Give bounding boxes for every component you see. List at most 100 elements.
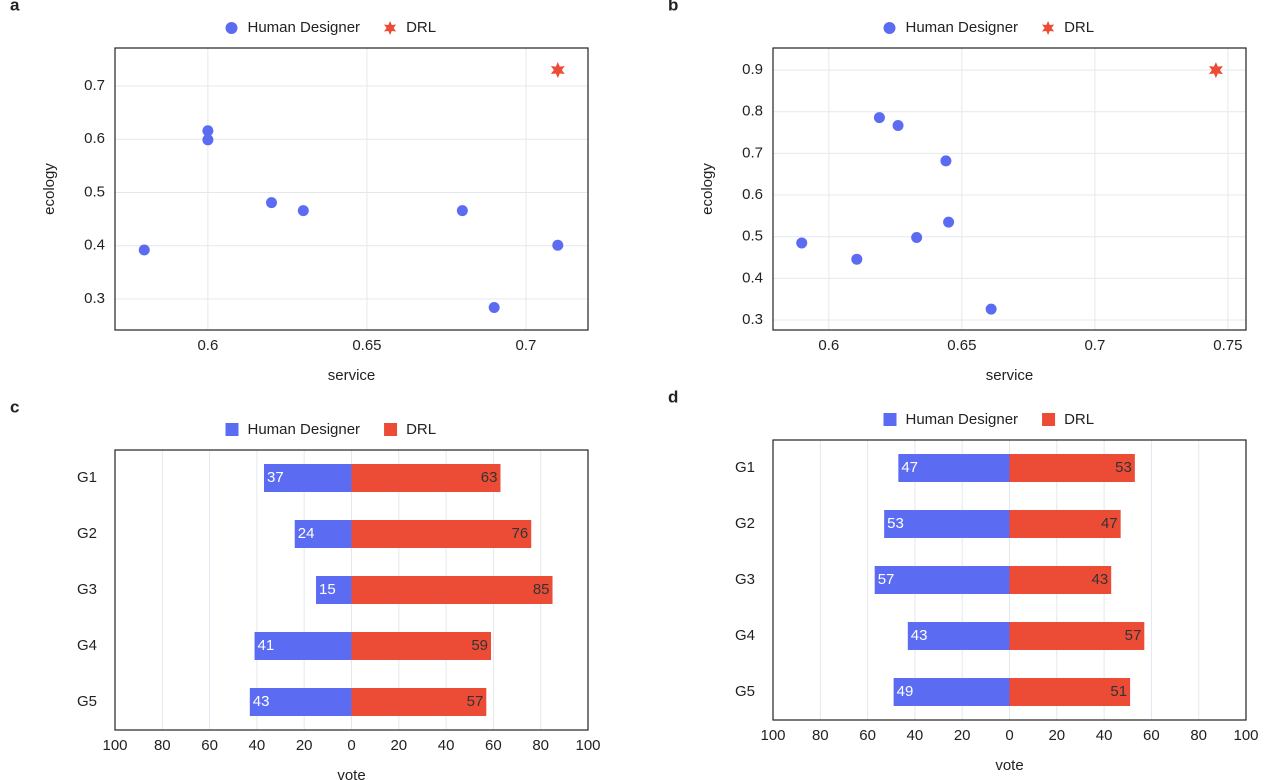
x-tick-label: 0.7 <box>516 337 537 354</box>
y-tick-label: 0.5 <box>84 183 105 200</box>
bar <box>249 688 352 716</box>
x-tick-label: 0.7 <box>1084 337 1105 354</box>
point <box>488 302 500 314</box>
x-axis-label: vote <box>995 757 1023 774</box>
point <box>943 216 955 228</box>
legend-swatch <box>883 22 896 34</box>
bar <box>1009 678 1131 706</box>
x-tick-label: 40 <box>438 737 455 754</box>
value-label: 49 <box>897 683 914 700</box>
x-tick-label: 80 <box>812 727 829 744</box>
point <box>297 205 309 217</box>
y-tick-label: 0.3 <box>742 311 763 328</box>
value-label: 43 <box>253 693 270 710</box>
legend-label: DRL <box>406 421 436 438</box>
legend-label: DRL <box>1064 19 1094 36</box>
y-tick-label: 0.4 <box>742 269 763 286</box>
panel-label: a <box>10 0 20 14</box>
chart: c 100 80 60 40 20 0 20 40 60 80 100 vote Human Design… <box>10 397 601 780</box>
legend-swatch <box>883 413 897 426</box>
value-label: 76 <box>512 525 529 542</box>
bar <box>351 688 487 716</box>
point <box>1209 62 1223 79</box>
y-tick-label: G2 <box>77 525 97 542</box>
legend-label: Human Designer <box>906 19 1019 36</box>
legend-label: DRL <box>1064 411 1094 428</box>
legend-swatch <box>384 21 397 35</box>
bar <box>263 464 352 492</box>
chart: a 0.6 0.65 0.7 service Human Designer DRL 0.3 0.… <box>10 0 589 384</box>
y-tick-label: 0.5 <box>742 228 763 245</box>
value-label: 57 <box>878 571 895 588</box>
point <box>138 244 150 256</box>
y-tick-label: G1 <box>77 469 97 486</box>
bar <box>898 454 1010 482</box>
y-tick-label: 0.6 <box>84 130 105 147</box>
panel-label: b <box>668 0 678 14</box>
value-label: 43 <box>1092 571 1109 588</box>
x-tick-label: 60 <box>1143 727 1160 744</box>
x-tick-label: 0.6 <box>818 337 839 354</box>
x-tick-label: 0.75 <box>1213 337 1242 354</box>
point <box>202 125 214 137</box>
point <box>266 197 278 209</box>
y-tick-label: 0.3 <box>84 290 105 307</box>
plot-frame <box>114 47 589 331</box>
value-label: 47 <box>901 459 918 476</box>
value-label: 37 <box>267 469 284 486</box>
x-tick-label: 20 <box>296 737 313 754</box>
y-tick-label: G3 <box>735 571 755 588</box>
value-label: 63 <box>481 469 498 486</box>
x-tick-label: 20 <box>390 737 407 754</box>
value-label: 85 <box>533 581 550 598</box>
legend-swatch <box>225 22 238 34</box>
value-label: 24 <box>298 525 315 542</box>
y-axis-label: ecology <box>41 163 58 215</box>
y-tick-label: G4 <box>735 627 755 644</box>
legend-swatch <box>225 423 239 436</box>
x-tick-label: 60 <box>201 737 218 754</box>
bar <box>884 510 1010 538</box>
y-tick-label: 0.8 <box>742 103 763 120</box>
plot-frame <box>772 439 1247 721</box>
bar <box>1009 454 1135 482</box>
bar <box>874 566 1010 594</box>
bar <box>907 622 1010 650</box>
bar <box>294 520 352 548</box>
bar <box>1009 510 1121 538</box>
point <box>552 239 564 251</box>
y-tick-label: G5 <box>77 693 97 710</box>
point <box>550 62 565 78</box>
legend-swatch <box>1042 21 1055 35</box>
legend: Human Designer DRL <box>225 421 436 438</box>
point <box>202 134 214 146</box>
legend-swatch <box>384 423 398 436</box>
panel-label: c <box>10 397 19 416</box>
legend-label: Human Designer <box>906 411 1019 428</box>
x-tick-label: 40 <box>249 737 266 754</box>
legend: Human Designer DRL <box>883 411 1094 428</box>
x-tick-label: 0 <box>1005 727 1013 744</box>
bar <box>1009 566 1112 594</box>
x-axis-label: service <box>328 367 376 384</box>
point <box>873 112 885 124</box>
bar <box>316 576 352 604</box>
y-tick-label: G2 <box>735 515 755 532</box>
x-tick-label: 0.65 <box>352 337 381 354</box>
x-axis-label: service <box>986 367 1034 384</box>
y-tick-label: 0.7 <box>84 77 105 94</box>
bar <box>351 464 501 492</box>
value-label: 59 <box>471 637 488 654</box>
y-tick-label: 0.6 <box>742 186 763 203</box>
y-tick-label: G5 <box>735 683 755 700</box>
bar <box>351 520 532 548</box>
y-tick-label: G4 <box>77 637 97 654</box>
value-label: 41 <box>258 637 275 654</box>
plot-frame <box>114 449 589 731</box>
panel-label: d <box>668 387 678 406</box>
value-label: 57 <box>1125 627 1142 644</box>
value-label: 43 <box>911 627 928 644</box>
value-label: 53 <box>1115 459 1132 476</box>
legend-swatch <box>1042 413 1056 426</box>
